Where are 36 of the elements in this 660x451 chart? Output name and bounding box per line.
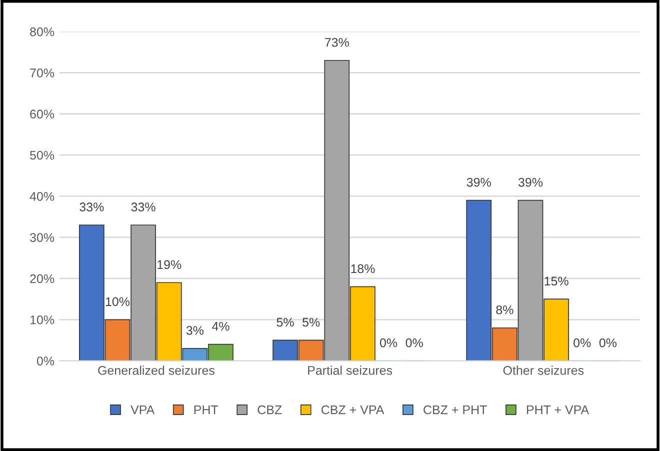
data-label: 3%: [186, 326, 204, 335]
data-label: 4%: [212, 322, 230, 331]
legend-label: PHT + VPA: [526, 406, 590, 414]
data-label: 0%: [574, 338, 591, 348]
x-tick-label: Partial seizures: [308, 366, 392, 375]
data-label: 8%: [496, 305, 514, 314]
data-label: 0%: [406, 338, 423, 348]
data-label: 39%: [518, 178, 543, 187]
x-tick-label: Generalized seizures: [98, 366, 214, 375]
y-tick-label: 10%: [30, 315, 54, 324]
y-tick-label: 0%: [36, 356, 54, 366]
legend-label: CBZ + VPA: [322, 405, 384, 414]
legend-label: CBZ + PHT: [424, 405, 487, 414]
data-label: 33%: [131, 202, 156, 212]
y-tick-label: 80%: [30, 27, 54, 36]
data-label: 5%: [276, 318, 294, 327]
data-label: 19%: [158, 260, 182, 270]
legend-label: VPA: [130, 406, 155, 414]
y-tick-label: 20%: [30, 274, 54, 284]
data-label: 5%: [302, 318, 320, 327]
y-tick-label: 70%: [30, 68, 54, 78]
y-tick-label: 60%: [30, 110, 54, 119]
y-tick-label: 40%: [30, 192, 54, 201]
data-label: 0%: [380, 338, 398, 348]
y-tick-label: 50%: [30, 150, 54, 160]
data-label: 39%: [466, 178, 491, 187]
legend-label: PHT: [194, 406, 218, 414]
data-label: 33%: [80, 202, 104, 212]
x-tick-label: Other seizures: [503, 366, 584, 375]
data-label: 0%: [599, 338, 617, 348]
data-label: 10%: [106, 297, 130, 306]
data-label: 15%: [544, 276, 568, 286]
data-label: 73%: [325, 38, 349, 47]
data-label: 18%: [351, 264, 375, 274]
legend-label: CBZ: [258, 405, 282, 414]
y-tick-label: 30%: [30, 233, 54, 242]
